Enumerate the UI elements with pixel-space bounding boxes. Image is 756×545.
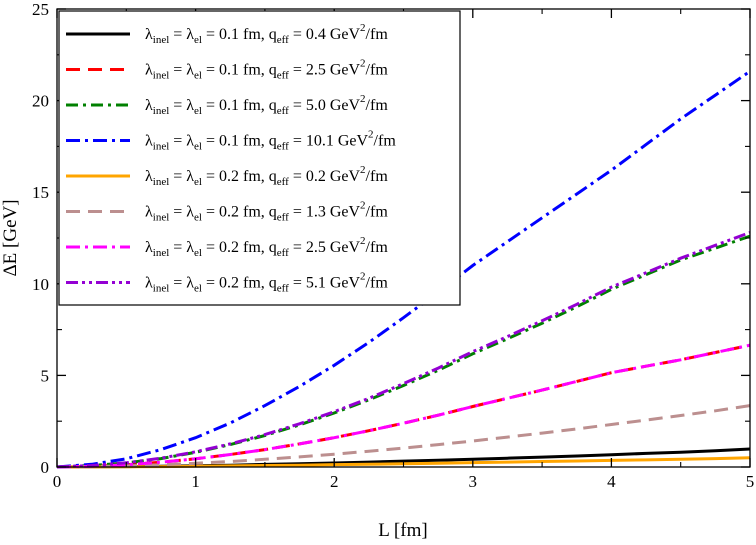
x-tick-label: 1 (191, 472, 200, 491)
x-tick-label: 5 (746, 472, 755, 491)
y-tick-label: 10 (32, 275, 49, 294)
series-line-7 (56, 343, 751, 469)
y-tick-label: 5 (41, 366, 50, 385)
legend-entry-7: λinel = λel = 0.2 fm, qeff = 2.5 GeV2/fm (145, 235, 388, 259)
legend-entry-5: λinel = λel = 0.2 fm, qeff = 0.2 GeV2/fm (145, 164, 388, 188)
x-axis-label: L [fm] (378, 520, 427, 541)
legend-entry-3: λinel = λel = 0.1 fm, qeff = 5.0 GeV2/fm (145, 93, 388, 117)
y-axis-label: ΔE [GeV] (0, 199, 21, 276)
y-tick-label: 0 (41, 458, 50, 477)
legend-entry-8: λinel = λel = 0.2 fm, qeff = 5.1 GeV2/fm (145, 271, 388, 295)
y-tick-label: 20 (32, 92, 49, 111)
y-tick-label: 15 (32, 183, 49, 202)
x-tick-label: 3 (469, 472, 478, 491)
legend-box (58, 10, 461, 306)
x-tick-label: 4 (607, 472, 616, 491)
legend-entry-4: λinel = λel = 0.1 fm, qeff = 10.1 GeV2/f… (145, 129, 396, 153)
legend: λinel = λel = 0.1 fm, qeff = 0.4 GeV2/fm… (58, 10, 461, 306)
series-line-4 (56, 70, 751, 469)
x-tick-label: 2 (330, 472, 339, 491)
series-line-2 (56, 343, 751, 469)
y-tick-label: 25 (32, 0, 49, 19)
series-line-6 (56, 404, 751, 469)
x-tick-label: 0 (53, 472, 62, 491)
legend-entry-1: λinel = λel = 0.1 fm, qeff = 0.4 GeV2/fm (145, 22, 388, 46)
legend-entry-2: λinel = λel = 0.1 fm, qeff = 2.5 GeV2/fm (145, 58, 388, 82)
series-line-3 (56, 234, 751, 469)
legend-entry-6: λinel = λel = 0.2 fm, qeff = 1.3 GeV2/fm (145, 200, 388, 224)
